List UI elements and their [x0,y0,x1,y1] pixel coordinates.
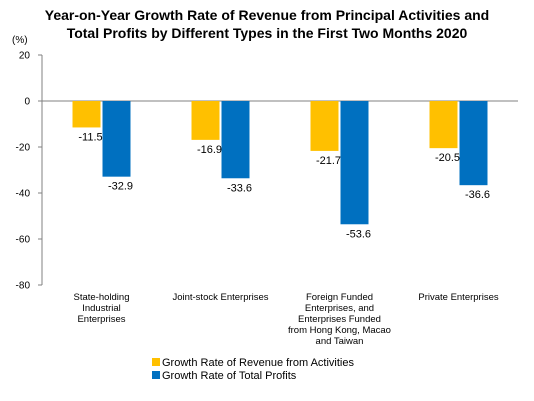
bar [221,101,250,179]
data-label: -21.7 [316,155,341,167]
chart-title: Year-on-Year Growth Rate of Revenue from… [0,6,534,42]
category-label: Enterprises Funded [298,314,381,325]
bar [191,101,220,140]
bar [429,101,458,149]
category-label: Industrial [82,303,121,314]
data-label: -53.6 [346,228,371,240]
y-tick-label: 0 [24,97,30,108]
y-tick-label: -80 [16,281,31,292]
bar [340,101,369,225]
data-label: -33.6 [227,182,252,194]
legend-swatch [152,371,160,379]
category-label: Enterprises, and [305,303,374,314]
chart-title-line-2: Total Profits by Different Types in the … [66,25,468,41]
legend-swatch [152,358,160,366]
chart-axes: 20 0 -20 -40 -60 -80 [16,51,518,292]
y-tick-label: -60 [16,235,31,246]
data-label: -32.9 [108,181,133,193]
y-tick-label: 20 [19,51,31,62]
bar [310,101,339,151]
category-label: Foreign Funded [306,292,373,303]
category-label: Private Enterprises [418,292,499,303]
chart-legend: Growth Rate of Revenue from ActivitiesGr… [152,357,354,382]
y-tick-label: -40 [16,189,31,200]
category-label: from Hong Kong, Macao [288,325,391,336]
category-label: Enterprises [77,314,125,325]
y-axis-unit-label: (%) [12,35,28,46]
data-label: -36.6 [465,189,490,201]
data-label: -11.5 [78,131,102,143]
category-label: and Taiwan [316,336,364,347]
bar [72,101,101,128]
y-tick-label: -20 [16,143,31,154]
legend-label: Growth Rate of Total Profits [162,370,297,382]
category-label: State-holding [74,292,130,303]
chart-data-labels: -11.5 -32.9 -16.9 -33.6 -21.7 -53.6 -20.5 -36.6 [78,131,490,240]
chart-title-line-1: Year-on-Year Growth Rate of Revenue from… [44,7,490,23]
chart-bars [72,101,488,225]
data-label: -20.5 [435,152,460,164]
category-label: Joint-stock Enterprises [172,292,268,303]
legend-label: Growth Rate of Revenue from Activities [162,357,354,369]
bar [459,101,488,186]
data-label: -16.9 [197,144,222,156]
bar [102,101,131,177]
